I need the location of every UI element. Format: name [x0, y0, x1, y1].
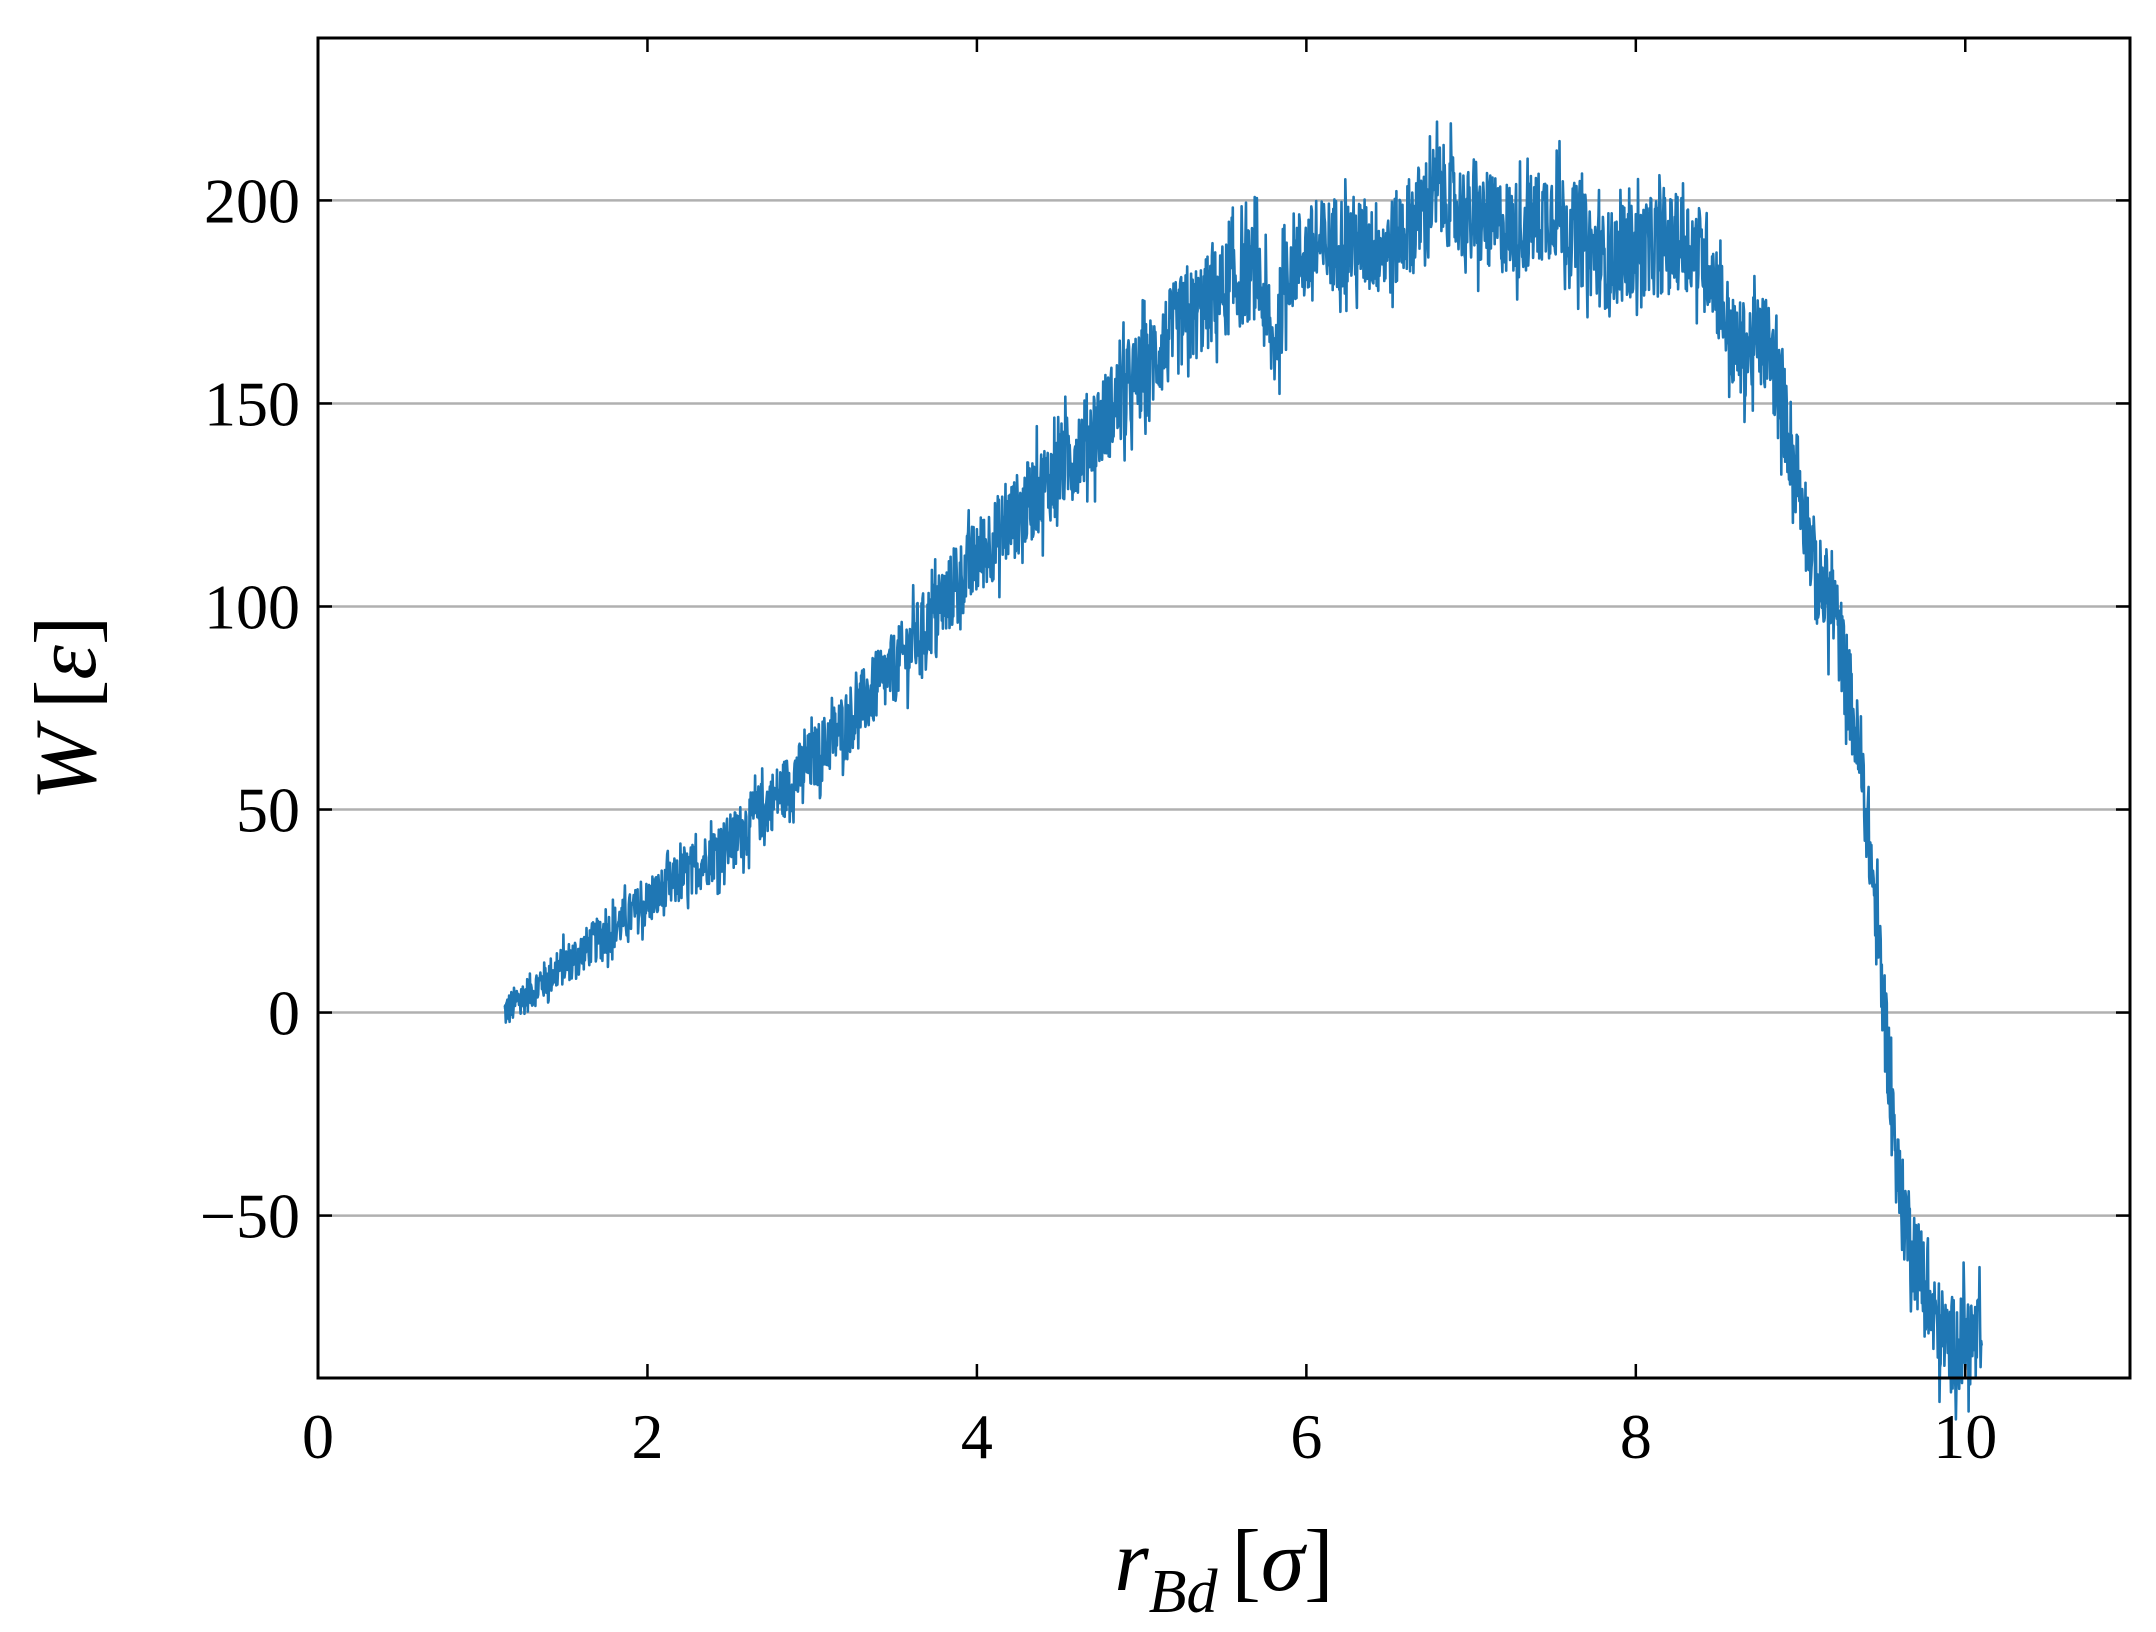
y-tick-labels: −50 0 50 100 150 200	[200, 165, 300, 1251]
y-tick-label: 0	[268, 978, 300, 1049]
x-axis-label-main: r	[1114, 1513, 1149, 1610]
y-axis-label: W[ε]	[18, 616, 115, 801]
x-tick-labels: 0 2 4 6 8 10	[302, 1401, 1997, 1472]
y-axis-label-unit: ε	[18, 645, 115, 680]
y-tick-label: 200	[204, 165, 300, 236]
x-tick-label: 2	[631, 1401, 663, 1472]
tick-marks	[316, 38, 2130, 1378]
series-line	[503, 120, 1983, 1421]
y-tick-label: −50	[200, 1181, 300, 1252]
x-tick-label: 6	[1290, 1401, 1322, 1472]
grid-lines	[318, 199, 2130, 1217]
plot-frame	[316, 36, 2132, 1380]
x-axis-label-subscript: Bd	[1149, 1558, 1219, 1626]
y-axis-label-main: W	[18, 720, 115, 800]
y-tick-label: 150	[204, 368, 300, 439]
x-tick-label: 0	[302, 1401, 334, 1472]
x-tick-label: 10	[1933, 1401, 1997, 1472]
y-tick-label: 50	[236, 775, 300, 846]
x-axis-label: rBd [σ]	[1114, 1513, 1333, 1626]
y-tick-label: 100	[204, 571, 300, 642]
x-axis-label-unit: σ	[1261, 1513, 1308, 1610]
x-tick-label: 8	[1620, 1401, 1652, 1472]
x-tick-label: 4	[961, 1401, 993, 1472]
series-layer	[503, 120, 1983, 1421]
